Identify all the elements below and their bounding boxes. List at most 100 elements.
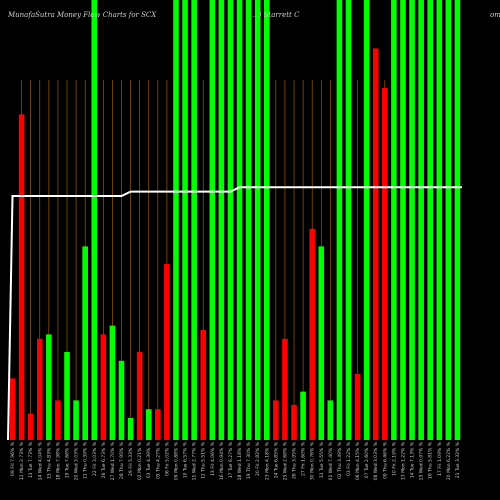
x-tick-label: 06 Fri 5.02% % xyxy=(164,441,170,476)
x-tick-label: 13 Mon 1.22% % xyxy=(400,441,406,480)
bar-8 xyxy=(73,400,79,440)
x-tick-label: 02 Mon 0.21% % xyxy=(137,441,143,480)
money-flow-line xyxy=(7,186,462,441)
x-tick-label: 31 Tue 5.55% % xyxy=(319,441,325,478)
x-tick-label: 15 Wed 0.97% % xyxy=(419,441,425,480)
x-tick-label: 26 Thu 3.95% % xyxy=(292,441,298,479)
x-tick-label: 28 Thu 7.95% % xyxy=(119,441,125,479)
bar-46 xyxy=(418,0,424,440)
x-tick-label: 29 Fri 5.33% % xyxy=(128,441,134,476)
x-tick-label: 15 Thu 4.83% % xyxy=(46,441,52,479)
bar-4 xyxy=(36,338,43,440)
bar-28 xyxy=(254,0,261,440)
x-tick-label: 09 Mon 0.88% % xyxy=(173,441,179,480)
x-tick-label: 10 Fri 2.19% % xyxy=(391,441,397,476)
x-tick-label: 08 Wed 3.03% % xyxy=(373,441,379,480)
chart-title: MunafaSutra Money Flow Charts for SCX xyxy=(7,11,157,19)
x-tick-label: 16 Mon 0.94% % xyxy=(219,441,225,480)
bar-35 xyxy=(318,246,325,440)
x-tick-label: 22 Fri 3.03% % xyxy=(92,441,98,476)
x-tick-label: 09 Fri 7.96% % xyxy=(10,441,16,476)
x-tick-label: 14 Wed 4.04% % xyxy=(37,441,43,480)
x-tick-label: 21 Thu 0.39% % xyxy=(83,441,89,479)
bar-49 xyxy=(445,0,452,440)
bar-34 xyxy=(309,228,315,440)
x-tick-label: 10 Tue 6.57% % xyxy=(183,441,189,478)
x-tick-label: 20 Wed 3.03% % xyxy=(74,441,80,480)
bar-26 xyxy=(236,0,243,440)
x-tick-label: 12 Thu 5.51% % xyxy=(201,441,207,479)
x-tick-label: 19 Tue 7.66% % xyxy=(65,441,71,478)
x-tick-label: 13 Tue 7.73% % xyxy=(28,441,34,478)
x-tick-label: 26 Tue 6.73% % xyxy=(101,441,107,478)
bar-6 xyxy=(55,400,61,440)
x-tick-label: 16 Thu 5.81% % xyxy=(428,441,434,479)
bar-15 xyxy=(136,352,143,440)
bar-45 xyxy=(409,0,415,440)
x-tick-label: 07 Tue 2.60% % xyxy=(364,441,370,478)
x-tick-label: 14 Tue 7.13% % xyxy=(410,441,416,478)
bar-38 xyxy=(345,0,352,440)
x-tick-label: 27 Fri 1.60% % xyxy=(301,441,307,476)
bar-31 xyxy=(282,338,288,440)
bar-16 xyxy=(145,409,152,440)
bar-9 xyxy=(82,246,88,440)
bar-27 xyxy=(245,0,252,440)
bar-2 xyxy=(18,114,25,441)
bar-22 xyxy=(200,330,207,440)
bars-group xyxy=(9,0,461,441)
bar-40 xyxy=(363,0,370,440)
bar-21 xyxy=(191,0,197,440)
bar-43 xyxy=(391,0,397,440)
bar-23 xyxy=(209,0,216,440)
bar-41 xyxy=(372,48,379,441)
bar-19 xyxy=(173,0,179,440)
bar-44 xyxy=(400,0,406,440)
bar-30 xyxy=(273,400,279,440)
bar-18 xyxy=(164,264,170,440)
x-tick-label: 11 Wed 2.77% % xyxy=(192,441,198,480)
bar-13 xyxy=(118,360,125,440)
bar-32 xyxy=(291,404,297,440)
bar-17 xyxy=(155,409,161,440)
x-tick-label: 18 Wed 1.18% % xyxy=(237,441,243,480)
bar-42 xyxy=(382,88,388,440)
title-right-fragment: om xyxy=(490,11,500,19)
bar-50 xyxy=(454,0,461,440)
x-tick-label: 25 Wed 2.68% % xyxy=(282,441,288,480)
x-tick-label: 19 Thu 7.30% % xyxy=(246,441,252,479)
x-tick-labels: 09 Fri 7.96% % 12 Mon 2.73% % 13 Tue 7.73%… xyxy=(10,441,461,480)
x-tick-label: 09 Thu 6.46% % xyxy=(382,441,388,479)
x-tick-label: 27 Wed 1.70% % xyxy=(110,441,116,480)
bar-12 xyxy=(109,325,116,440)
bar-47 xyxy=(427,0,434,440)
bar-33 xyxy=(300,391,306,440)
bar-7 xyxy=(64,352,70,440)
x-tick-label: 23 Mon 4.18% % xyxy=(264,441,270,480)
x-tick-label: 12 Mon 2.73% % xyxy=(19,441,25,480)
x-tick-label: 30 Mon 0.76% % xyxy=(310,441,316,480)
bar-20 xyxy=(182,0,188,440)
x-tick-label: 17 Tue 6.27% % xyxy=(228,441,234,478)
x-tick-label: 02 Thu 3.49% % xyxy=(337,441,343,479)
x-tick-label: 20 Fri 2.82% % xyxy=(255,441,261,476)
bar-11 xyxy=(100,334,107,440)
bar-3 xyxy=(27,413,34,440)
x-tick-label: 03 Fri 1.22% % xyxy=(346,441,352,476)
bar-25 xyxy=(227,0,234,440)
bar-36 xyxy=(327,400,334,440)
company-name: ...) Starrett C xyxy=(252,11,300,19)
bar-1 xyxy=(9,378,16,440)
bar-39 xyxy=(354,374,361,440)
bar-48 xyxy=(436,0,443,440)
bar-24 xyxy=(218,0,225,440)
bar-10 xyxy=(91,0,98,440)
x-tick-label: 13 Fri 4.06% % xyxy=(210,441,216,476)
x-tick-label: 06 Mon 4.15% % xyxy=(355,441,361,480)
bar-14 xyxy=(127,418,134,440)
x-tick-label: 01 Wed 7.40% % xyxy=(328,441,334,480)
x-tick-label: 17 Fri 1.09% % xyxy=(437,441,443,476)
x-tick-label: 18 Mon 7.98% % xyxy=(55,441,61,480)
x-tick-label: 20 Mon 6.22% % xyxy=(446,441,452,480)
